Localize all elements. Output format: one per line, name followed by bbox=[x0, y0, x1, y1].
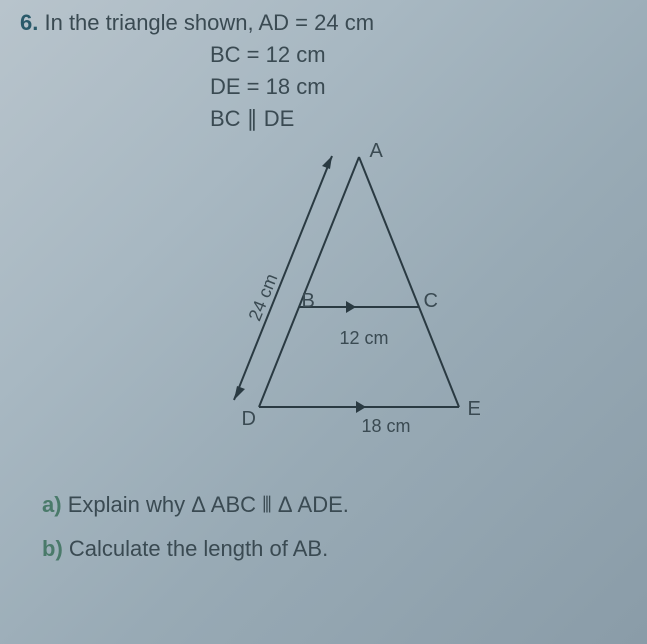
parallel-mark-de bbox=[356, 401, 366, 413]
vertex-label-c: C bbox=[424, 290, 438, 313]
vertex-label-e: E bbox=[468, 398, 481, 421]
parallel-mark-bc bbox=[346, 301, 356, 313]
arrowhead-top-icon bbox=[322, 156, 332, 169]
given-line-2: DE = 18 cm bbox=[210, 74, 627, 100]
part-a: a) Explain why Δ ABC ⦀ Δ ADE. bbox=[42, 492, 627, 518]
question-number: 6. bbox=[20, 10, 38, 35]
vertex-label-a: A bbox=[370, 140, 383, 163]
part-a-letter: a) bbox=[42, 492, 62, 517]
segment-ae bbox=[359, 157, 459, 407]
part-b: b) Calculate the length of AB. bbox=[42, 536, 627, 562]
triangle-svg bbox=[124, 142, 524, 472]
given-block: BC = 12 cm DE = 18 cm BC ∥ DE bbox=[210, 42, 627, 132]
triangle-figure: A B C D E 24 cm 12 cm 18 cm bbox=[124, 142, 524, 472]
arrowhead-bottom-icon bbox=[234, 386, 245, 400]
part-b-letter: b) bbox=[42, 536, 63, 561]
dimension-label-bc: 12 cm bbox=[340, 328, 389, 349]
given-line-3: BC ∥ DE bbox=[210, 106, 627, 132]
page: 6. In the triangle shown, AD = 24 cm BC … bbox=[0, 0, 647, 644]
given-line-1: BC = 12 cm bbox=[210, 42, 627, 68]
vertex-label-b: B bbox=[302, 290, 315, 313]
question-stem: In the triangle shown, AD = 24 cm bbox=[44, 10, 374, 35]
part-b-text: Calculate the length of AB. bbox=[69, 536, 328, 561]
question-stem-line: 6. In the triangle shown, AD = 24 cm bbox=[20, 10, 627, 36]
part-a-text: Explain why Δ ABC ⦀ Δ ADE. bbox=[68, 492, 349, 517]
vertex-label-d: D bbox=[242, 408, 256, 431]
dimension-label-de: 18 cm bbox=[362, 416, 411, 437]
